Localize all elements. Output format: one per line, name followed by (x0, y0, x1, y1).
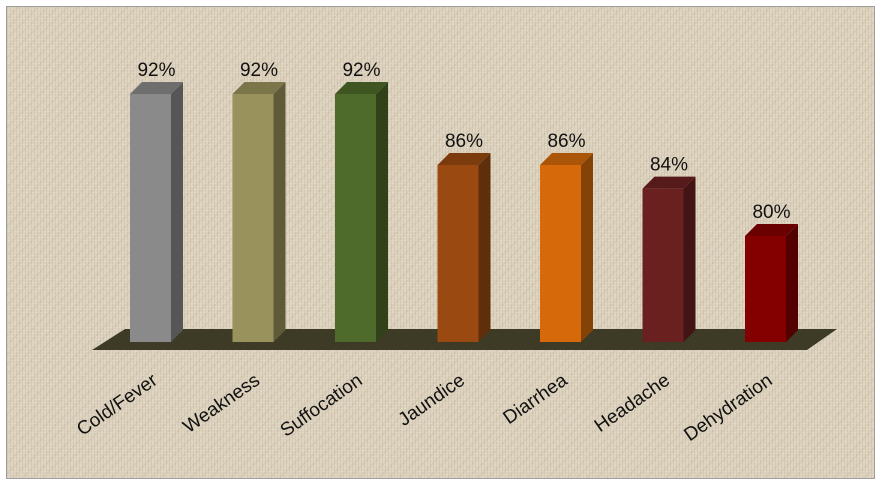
category-label: Weakness (179, 370, 263, 438)
bar-top (232, 82, 286, 94)
value-label: 92% (137, 60, 175, 81)
value-label: 92% (342, 60, 380, 81)
category-label: Headache (591, 370, 674, 437)
category-label: Diarrhea (500, 370, 572, 429)
bar-top (642, 176, 696, 189)
bar-side (273, 82, 286, 342)
bar (437, 153, 491, 342)
bar-top (437, 153, 491, 165)
bar (335, 82, 388, 342)
bar (232, 82, 286, 342)
category-label: Jaundice (395, 370, 469, 431)
bar-front (130, 94, 171, 342)
category-labels-group: Cold/Fever Weakness Suffocation Jaundice Dia… (73, 370, 776, 446)
bar-side (581, 153, 593, 342)
bar-side (478, 153, 491, 342)
category-label: Suffocation (277, 370, 367, 442)
bar (642, 176, 696, 342)
bar-front (745, 236, 786, 342)
value-labels-group: 92% 92% 92% 86% 86% 84% 80% (137, 60, 790, 223)
bar (540, 153, 593, 342)
value-label: 86% (547, 131, 585, 152)
value-label: 86% (445, 131, 483, 152)
bar (130, 82, 183, 342)
bar-side (683, 176, 696, 342)
chart-svg: 92% 92% 92% 86% 86% 84% 80% Cold/Fever Weakness… (73, 60, 837, 446)
category-label: Cold/Fever (73, 370, 162, 441)
bar-front (642, 188, 684, 342)
bar-front (335, 94, 376, 342)
bar-top (745, 224, 798, 236)
bar-front (232, 94, 274, 342)
bar-top (130, 82, 183, 94)
bar-top (540, 153, 593, 165)
bars-group (130, 82, 798, 342)
bar (745, 224, 798, 342)
value-label: 84% (650, 155, 688, 176)
bar-side (171, 82, 183, 342)
chart-frame: 92% 92% 92% 86% 86% 84% 80% Cold/Fever Weakness… (6, 6, 875, 479)
bar-side (786, 224, 798, 342)
value-label: 80% (752, 202, 790, 223)
bar-front (540, 165, 581, 342)
value-label: 92% (240, 60, 278, 81)
category-label: Dehydration (680, 370, 776, 446)
bar-front (437, 165, 479, 342)
bar-top (335, 82, 388, 94)
bar-side (376, 82, 388, 342)
